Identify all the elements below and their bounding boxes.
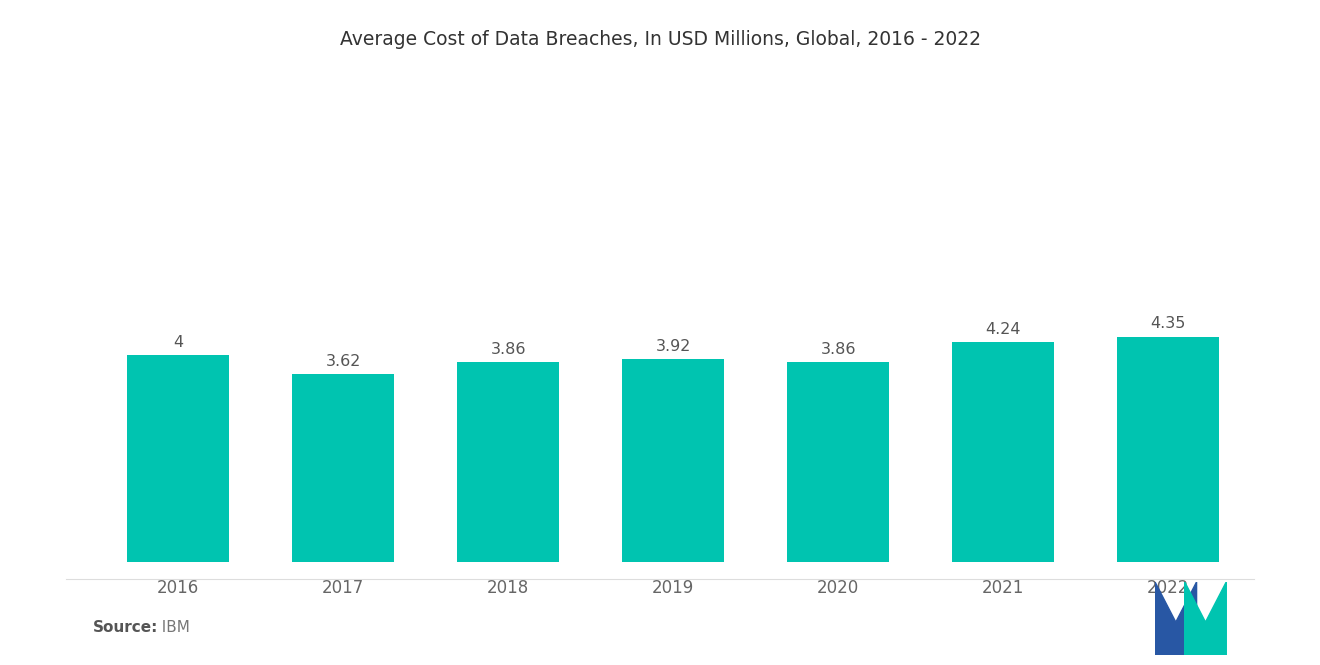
Bar	[457, 362, 560, 562]
Text: Average Cost of Data Breaches, In USD Millions, Global, 2016 - 2022: Average Cost of Data Breaches, In USD Mi…	[339, 30, 981, 49]
Text: IBM: IBM	[152, 620, 190, 635]
Polygon shape	[1155, 582, 1196, 655]
Text: 3.86: 3.86	[821, 342, 855, 357]
Text: Source:: Source:	[92, 620, 158, 635]
Bar	[952, 342, 1055, 562]
Bar	[787, 362, 890, 562]
Text: 3.92: 3.92	[656, 338, 690, 354]
Text: 4: 4	[173, 334, 183, 350]
Bar	[622, 359, 725, 562]
Bar	[1117, 336, 1220, 562]
Text: 4.35: 4.35	[1150, 317, 1185, 331]
Text: 3.86: 3.86	[491, 342, 525, 357]
Polygon shape	[1185, 582, 1226, 655]
Text: 3.62: 3.62	[326, 354, 360, 369]
Bar	[127, 354, 230, 562]
Text: 4.24: 4.24	[985, 322, 1020, 337]
Bar	[292, 374, 395, 562]
